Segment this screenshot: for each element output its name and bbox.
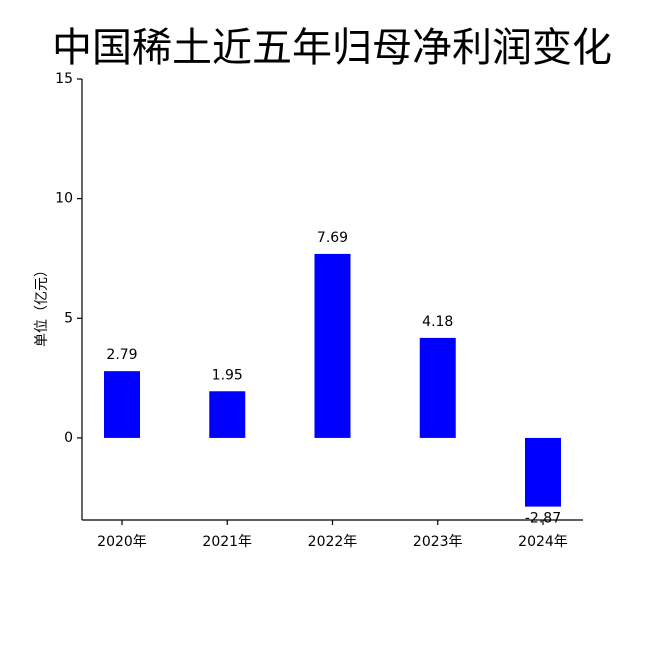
x-tick-label: 2023年: [413, 534, 463, 550]
chart-title: 中国稀土近五年归母净利润变化: [52, 25, 612, 71]
bar: [314, 253, 351, 438]
y-tick-label: 15: [55, 71, 73, 87]
value-label: -2.87: [525, 511, 561, 527]
bar: [525, 437, 561, 507]
x-tick-label: 2022年: [308, 534, 358, 550]
x-tick-label: 2021年: [202, 534, 252, 550]
x-tick-label: 2020年: [97, 534, 147, 550]
y-tick-label: 0: [64, 430, 73, 446]
value-label: 4.18: [422, 314, 453, 330]
value-label: 2.79: [106, 347, 137, 363]
value-label: 7.69: [317, 230, 348, 246]
bar: [419, 337, 456, 438]
y-tick-label: 5: [64, 310, 73, 326]
value-label: 1.95: [212, 367, 243, 383]
y-tick-label: 10: [55, 191, 73, 207]
x-tick-label: 2024年: [518, 534, 568, 550]
y-axis-label: 单位（亿元）: [34, 263, 50, 347]
bar: [209, 391, 246, 438]
bar: [104, 371, 140, 438]
